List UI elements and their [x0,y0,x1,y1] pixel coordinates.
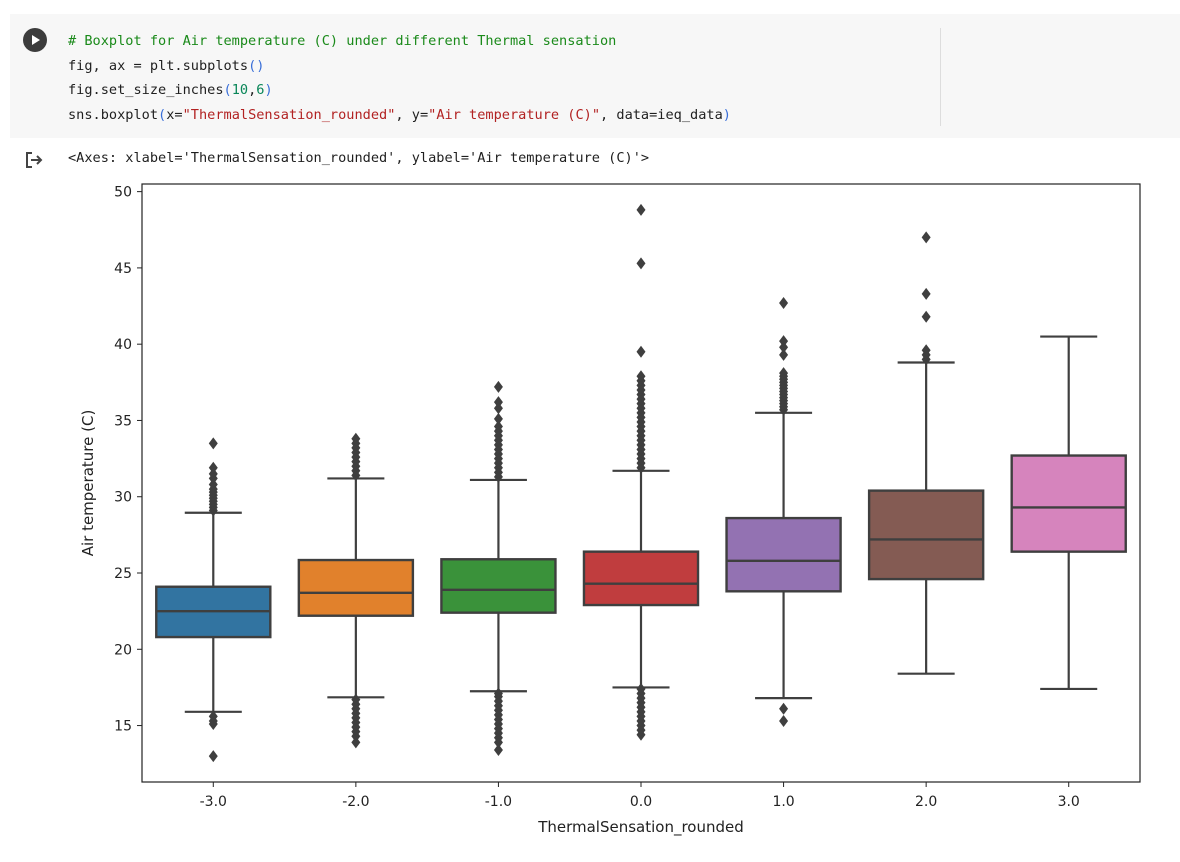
x-axis-label: ThermalSensation_rounded [537,818,744,837]
outlier-point [636,370,646,383]
y-tick-label: 50 [114,185,132,201]
outlier-point [493,402,503,415]
outlier-point [208,710,218,723]
box [867,489,985,581]
code-token: , data=ieq_data [600,106,723,123]
x-tick-label: 0.0 [630,794,652,810]
outlier-point [779,335,789,348]
outlier-point [208,478,218,491]
code-token: 10 [231,82,249,98]
outlier-point [493,380,503,393]
box-group [582,203,700,741]
code-token: fig, ax = plt.subplots [68,57,249,74]
y-tick-label: 15 [114,719,132,735]
box-group [297,432,415,749]
code-token: , y= [395,106,429,123]
y-tick-label: 40 [114,337,132,353]
outlier-point [351,432,361,445]
run-cell-button[interactable] [23,28,47,52]
x-tick-label: -1.0 [485,794,512,810]
line-length-ruler [940,28,941,126]
outlier-point [921,287,931,300]
outlier-point [493,743,503,756]
y-tick-label: 30 [114,490,132,506]
outlier-point [493,687,503,700]
y-tick-label: 35 [114,413,132,429]
code-token: ( [158,106,167,123]
box [582,550,700,607]
code-token: "ThermalSensation_rounded" [182,106,396,123]
code-line: fig.set_size_inches(10,6) [68,78,731,103]
outlier-point [351,693,361,706]
x-tick-label: 2.0 [915,794,937,810]
code-token: ) [264,82,273,98]
box [440,558,557,614]
outlier-point [921,344,931,357]
box-group [440,380,557,756]
box-group [867,231,985,675]
outlier-point [208,467,218,480]
outlier-point [779,296,789,309]
code-line: fig, ax = plt.subplots() [68,54,731,79]
box-group [725,296,842,727]
code-token: () [248,57,265,74]
outlier-point [493,396,503,409]
code-token: ) [722,106,731,123]
code-token: ( [223,82,232,98]
outlier-point [208,437,218,450]
y-tick-label: 20 [114,642,132,658]
box [297,558,415,617]
outlier-point [921,231,931,244]
code-token: fig.set_size_inches [68,82,224,98]
x-tick-label: -2.0 [342,794,369,810]
outlier-point [779,367,789,380]
code-editor[interactable]: # Boxplot for Air temperature (C) under … [68,29,731,127]
outlier-point [636,682,646,695]
outlier-point [636,257,646,270]
code-token: , [248,82,257,98]
box [1010,454,1127,553]
outlier-point [208,461,218,474]
outlier-point [779,702,789,715]
x-tick-label: 1.0 [772,794,794,810]
code-line: sns.boxplot(x="ThermalSensation_rounded"… [68,103,731,128]
code-token: x= [166,106,183,123]
outlier-point [779,714,789,727]
code-token: "Air temperature (C)" [428,106,601,123]
box-group [1010,335,1127,691]
outlier-point [208,750,218,763]
code-token: sns.boxplot [68,106,159,123]
outlier-point [636,345,646,358]
box-group [155,437,272,763]
y-axis-label: Air temperature (C) [79,410,97,557]
output-arrow-icon [26,152,43,168]
y-tick-label: 45 [114,261,132,277]
outlier-point [636,203,646,216]
outlier-point [351,736,361,749]
x-tick-label: -3.0 [200,794,227,810]
outlier-point [921,310,931,323]
code-line: # Boxplot for Air temperature (C) under … [68,29,731,54]
outlier-point [779,348,789,361]
cell-output-text: <Axes: xlabel='ThermalSensation_rounded'… [68,150,650,166]
outlier-point [779,341,789,354]
x-tick-label: 3.0 [1058,794,1080,810]
outlier-point [493,412,503,425]
plot-frame [141,183,1141,783]
y-tick-label: 25 [114,566,132,582]
code-cell[interactable] [10,14,1180,138]
outlier-point [493,420,503,433]
code-token: # Boxplot for Air temperature (C) under … [68,33,617,49]
box [725,516,842,593]
code-token: 6 [256,82,265,98]
